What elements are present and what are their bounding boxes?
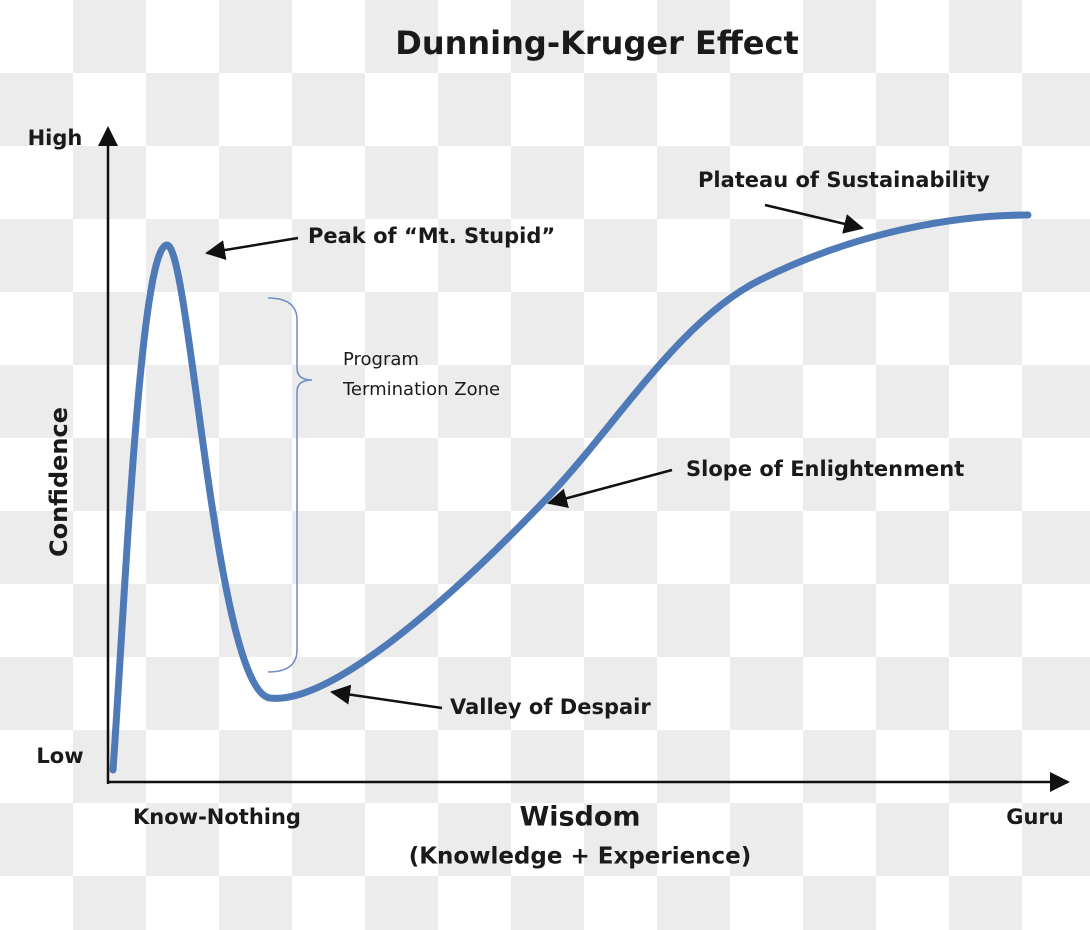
x-left-label: Know-Nothing xyxy=(133,805,301,829)
zone-bracket xyxy=(267,297,313,673)
y-axis-label: Confidence xyxy=(45,407,73,557)
x-axis-label: Wisdom xyxy=(519,802,640,833)
arrow xyxy=(205,236,299,260)
y-low-label: Low xyxy=(36,744,83,768)
zone-label: Termination Zone xyxy=(342,379,500,400)
y-high-label: High xyxy=(28,126,83,150)
annotation: Slope of Enlightenment xyxy=(686,457,964,481)
confidence-curve xyxy=(109,211,1032,774)
annotation: Plateau of Sustainability xyxy=(698,168,990,192)
x-axis-sublabel: (Knowledge + Experience) xyxy=(409,844,752,870)
arrow xyxy=(330,684,443,710)
zone-label: Program xyxy=(343,349,419,370)
arrow xyxy=(764,203,864,234)
x-right-label: Guru xyxy=(1006,805,1064,829)
title: Dunning-Kruger Effect xyxy=(395,24,798,62)
annotation: Peak of “Mt. Stupid” xyxy=(308,224,555,248)
annotation: Valley of Despair xyxy=(450,695,651,719)
arrow xyxy=(547,468,673,508)
